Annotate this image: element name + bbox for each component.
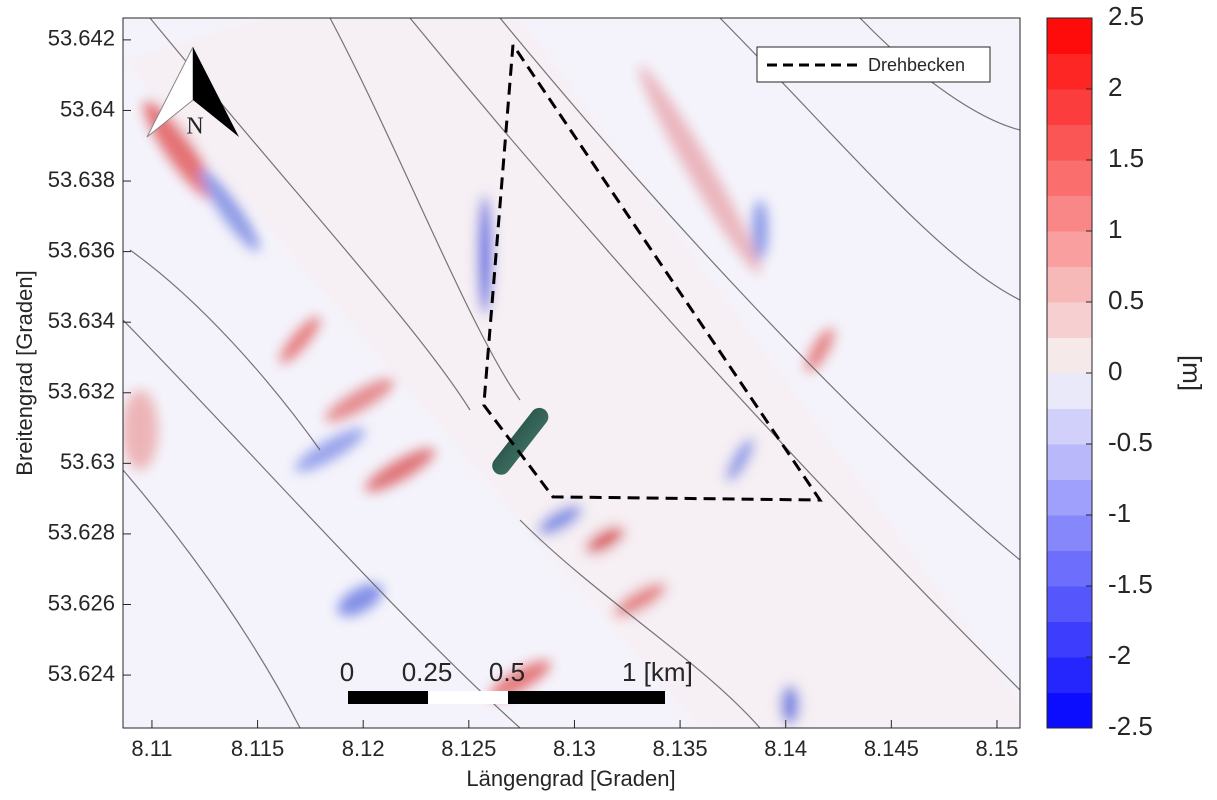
- y-tick-label: 53.642: [48, 26, 115, 51]
- x-tick-label: 8.15: [976, 736, 1019, 761]
- colorbar-tick-label: -2: [1108, 640, 1131, 670]
- colorbar-band: [1047, 480, 1092, 516]
- x-tick-label: 8.13: [553, 736, 596, 761]
- y-tick-label: 53.626: [48, 590, 115, 615]
- x-tick-label: 8.145: [864, 736, 919, 761]
- x-tick-label: 8.12: [342, 736, 385, 761]
- colorbar-tick-label: -0.5: [1108, 427, 1153, 457]
- colorbar-band: [1047, 622, 1092, 658]
- scale-label: 0: [340, 657, 354, 687]
- scale-label: 0.5: [489, 657, 525, 687]
- colorbar-band: [1047, 125, 1092, 161]
- x-axis-label: Längengrad [Graden]: [466, 766, 675, 791]
- colorbar-band: [1047, 444, 1092, 480]
- colorbar-band: [1047, 89, 1092, 125]
- colorbar-tick-label: 0.5: [1108, 285, 1144, 315]
- y-tick-label: 53.638: [48, 167, 115, 192]
- y-tick-label: 53.636: [48, 237, 115, 262]
- x-tick-label: 8.11: [131, 736, 172, 761]
- y-tick-label: 53.64: [60, 96, 115, 121]
- colorbar-tick-label: 2: [1108, 72, 1122, 102]
- colorbar-tick-label: 2.5: [1108, 1, 1144, 31]
- y-tick-label: 53.632: [48, 379, 115, 404]
- y-tick-label: 53.634: [48, 308, 115, 333]
- colorbar-band: [1047, 586, 1092, 622]
- x-tick-label: 8.125: [441, 736, 496, 761]
- colorbar-band: [1047, 657, 1092, 693]
- y-axis-label: Breitengrad [Graden]: [12, 270, 37, 475]
- chart: 8.11 8.115 8.12 8.125 8.13 8.135 8.14 8.145 8.15…: [0, 0, 1217, 800]
- colorbar-band: [1047, 409, 1092, 445]
- colorbar-band: [1047, 267, 1092, 303]
- scale-segment: [508, 691, 665, 704]
- x-tick-label: 8.14: [764, 736, 807, 761]
- scale-segment: [348, 691, 428, 704]
- colorbar-band: [1047, 338, 1092, 374]
- colorbar: 2.5 2 1.5 1 0.5 0 -0.5 -1 -1.5 -2 -2.5: [1047, 1, 1153, 741]
- colorbar-tick-label: 1.5: [1108, 143, 1144, 173]
- colorbar-band: [1047, 302, 1092, 338]
- colorbar-band: [1047, 196, 1092, 232]
- x-tick-label: 8.135: [653, 736, 708, 761]
- y-tick-label: 53.624: [48, 661, 115, 686]
- colorbar-band: [1047, 54, 1092, 90]
- colorbar-tick-label: -1: [1108, 498, 1131, 528]
- colorbar-label: [m]: [1177, 355, 1207, 391]
- north-label: N: [186, 114, 203, 140]
- colorbar-tick-label: -2.5: [1108, 711, 1153, 741]
- y-tick-label: 53.628: [48, 520, 115, 545]
- y-tick-label: 53.63: [60, 449, 115, 474]
- legend: Drehbecken: [757, 47, 990, 82]
- colorbar-band: [1047, 160, 1092, 196]
- colorbar-tick-label: 1: [1108, 214, 1122, 244]
- colorbar-tick-label: -1.5: [1108, 569, 1153, 599]
- colorbar-band: [1047, 373, 1092, 409]
- field-background: [122, 18, 1020, 728]
- scale-label: 1 [km]: [622, 657, 693, 687]
- colorbar-tick-label: 0: [1108, 356, 1122, 386]
- scale-label: 0.25: [402, 657, 453, 687]
- x-tick-label: 8.115: [231, 736, 284, 761]
- colorbar-band: [1047, 693, 1092, 729]
- colorbar-band: [1047, 18, 1092, 54]
- colorbar-band: [1047, 551, 1092, 587]
- legend-label: Drehbecken: [868, 55, 965, 75]
- scale-segment: [428, 691, 508, 704]
- colorbar-band: [1047, 515, 1092, 551]
- colorbar-band: [1047, 231, 1092, 267]
